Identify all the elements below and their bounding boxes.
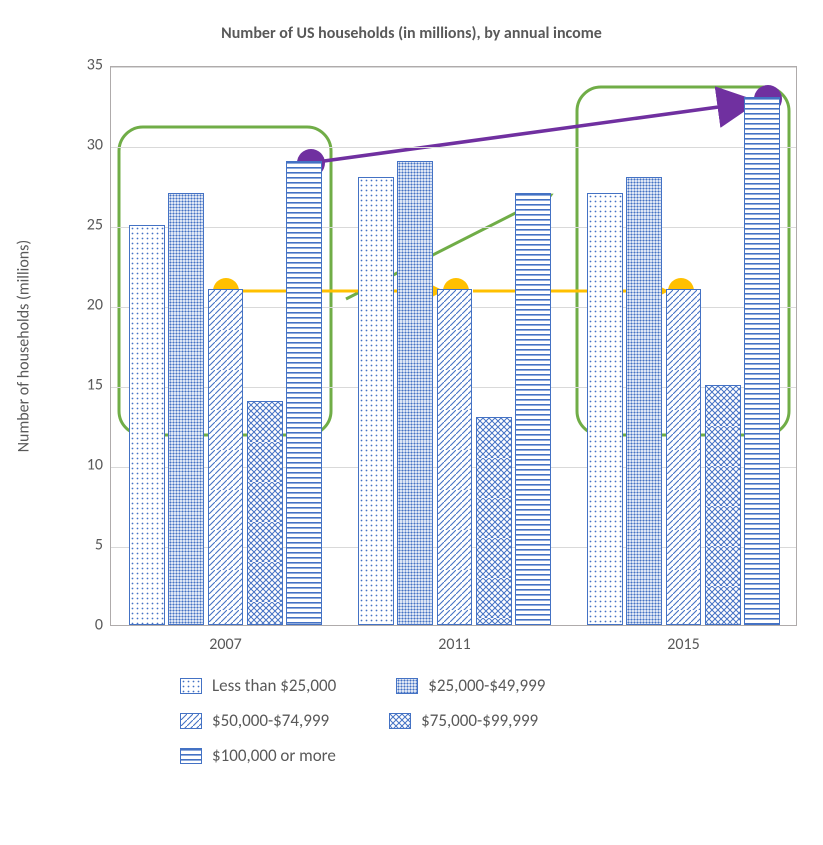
x-category-label: 2015 — [569, 635, 798, 654]
chart-root: Number of US households (in millions), b… — [0, 0, 823, 845]
y-tick-label: 20 — [87, 296, 103, 315]
bar-2011-100p — [515, 193, 551, 625]
bar-2011-25_49 — [397, 161, 433, 625]
bar-2007-lt25 — [129, 225, 165, 625]
y-tick-label: 15 — [87, 376, 103, 395]
legend-swatch — [396, 678, 418, 694]
legend-swatch — [180, 713, 202, 729]
legend-row: $100,000 or more — [180, 745, 545, 766]
legend-label: $75,000-$99,999 — [421, 710, 538, 731]
legend-swatch — [180, 748, 202, 764]
y-axis-label: Number of households (millions) — [15, 240, 34, 453]
legend-swatch — [389, 713, 411, 729]
legend-row: $50,000-$74,999 $75,000-$99,999 — [180, 710, 545, 731]
chart-title: Number of US households (in millions), b… — [0, 24, 823, 43]
grid-line — [111, 147, 796, 148]
legend-swatch — [180, 678, 202, 694]
y-tick-label: 5 — [95, 536, 103, 555]
y-tick-label: 30 — [87, 136, 103, 155]
legend-label: $100,000 or more — [212, 745, 336, 766]
grid-line — [111, 67, 796, 68]
bar-2015-25_49 — [626, 177, 662, 625]
bar-2007-50_74 — [208, 289, 244, 625]
bar-2011-50_74 — [437, 289, 473, 625]
x-category-label: 2011 — [340, 635, 569, 654]
bar-2015-100p — [744, 97, 780, 625]
bar-2007-75_99 — [247, 401, 283, 625]
bar-2011-lt25 — [358, 177, 394, 625]
bar-2015-75_99 — [705, 385, 741, 625]
grid-line — [111, 227, 796, 228]
legend-label: Less than $25,000 — [212, 675, 336, 696]
legend-label: $25,000-$49,999 — [428, 675, 545, 696]
chart-legend: Less than $25,000 $25,000-$49,999 $50,000-… — [180, 675, 545, 780]
legend-item-50_74: $50,000-$74,999 — [180, 710, 329, 731]
y-tick-label: 0 — [95, 616, 103, 635]
plot-area: 05101520253035200720112015 — [110, 66, 797, 626]
legend-item-75_99: $75,000-$99,999 — [389, 710, 538, 731]
legend-row: Less than $25,000 $25,000-$49,999 — [180, 675, 545, 696]
bar-2007-25_49 — [168, 193, 204, 625]
y-tick-label: 25 — [87, 216, 103, 235]
bar-2011-75_99 — [476, 417, 512, 625]
bar-2007-100p — [286, 161, 322, 625]
legend-label: $50,000-$74,999 — [212, 710, 329, 731]
legend-item-100p: $100,000 or more — [180, 745, 336, 766]
y-tick-label: 10 — [87, 456, 103, 475]
x-category-label: 2007 — [111, 635, 340, 654]
legend-item-25_49: $25,000-$49,999 — [396, 675, 545, 696]
bar-2015-lt25 — [587, 193, 623, 625]
annotation-purple-arrow — [324, 102, 755, 161]
legend-item-lt25: Less than $25,000 — [180, 675, 336, 696]
y-tick-label: 35 — [87, 56, 103, 75]
bar-2015-50_74 — [666, 289, 702, 625]
